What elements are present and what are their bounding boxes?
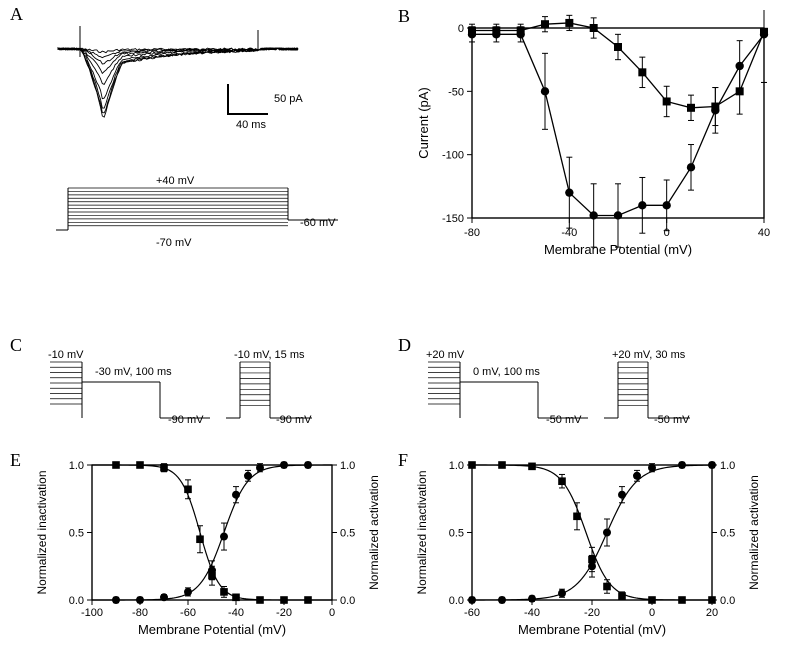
svg-text:50 pA: 50 pA — [274, 93, 303, 105]
svg-text:-20: -20 — [276, 607, 292, 619]
svg-text:Normalized inactivation: Normalized inactivation — [35, 470, 49, 594]
panel-b: -80-40040-150-100-500Membrane Potential … — [410, 10, 780, 260]
svg-text:0.0: 0.0 — [340, 595, 355, 607]
panel-e-svg: -100 -80 -60 -40 -20 0 0.0 0.0 0.5 0.5 1.0 1.0 Membr… — [30, 455, 390, 640]
svg-text:-60: -60 — [180, 607, 196, 619]
svg-text:0: 0 — [458, 23, 464, 35]
panel-b-svg: -80-40040-150-100-500Membrane Potential … — [410, 10, 780, 260]
svg-text:1.0: 1.0 — [720, 460, 735, 472]
panel-a-svg: 50 pA 40 ms +40 mV -60 mV -70 mV — [48, 14, 348, 254]
svg-text:-80: -80 — [464, 227, 480, 239]
svg-text:-90 mV: -90 mV — [276, 414, 312, 426]
svg-text:Membrane Potential (mV): Membrane Potential (mV) — [138, 622, 286, 637]
panel-f-svg: -60-40-200200.00.00.50.51.01.0Membrane P… — [410, 455, 770, 640]
svg-text:Current (pA): Current (pA) — [416, 87, 431, 159]
panel-c-svg: -10 mV -30 mV, 100 ms -90 mV -10 mV, 15 ms -… — [42, 340, 372, 445]
svg-text:0: 0 — [329, 607, 335, 619]
svg-text:40 ms: 40 ms — [236, 119, 266, 131]
svg-text:0.5: 0.5 — [340, 528, 355, 540]
svg-text:-40: -40 — [561, 227, 577, 239]
panel-c: -10 mV -30 mV, 100 ms -90 mV -10 mV, 15 ms -… — [42, 340, 372, 445]
svg-text:0.0: 0.0 — [720, 595, 735, 607]
panel-a: 50 pA 40 ms +40 mV -60 mV -70 mV — [48, 14, 348, 254]
panel-f: -60-40-200200.00.00.50.51.01.0Membrane P… — [410, 455, 770, 640]
svg-text:-100: -100 — [442, 150, 464, 162]
panel-e: -100 -80 -60 -40 -20 0 0.0 0.0 0.5 0.5 1.0 1.0 Membr… — [30, 455, 390, 640]
panel-label-a: A — [10, 4, 23, 25]
svg-text:0.5: 0.5 — [720, 528, 735, 540]
svg-text:-50 mV: -50 mV — [654, 414, 690, 426]
svg-text:-150: -150 — [442, 213, 464, 225]
svg-text:1.0: 1.0 — [340, 460, 355, 472]
svg-text:-60: -60 — [464, 607, 480, 619]
svg-text:-20: -20 — [584, 607, 600, 619]
svg-text:-60 mV: -60 mV — [300, 217, 336, 229]
svg-text:-50: -50 — [448, 86, 464, 98]
svg-text:1.0: 1.0 — [449, 460, 464, 472]
panel-label-f: F — [398, 450, 408, 471]
svg-text:0.5: 0.5 — [69, 528, 84, 540]
svg-text:-70 mV: -70 mV — [156, 237, 192, 249]
svg-text:Normalized activation: Normalized activation — [367, 475, 381, 590]
svg-text:0 mV, 100 ms: 0 mV, 100 ms — [473, 366, 540, 378]
svg-text:20: 20 — [706, 607, 718, 619]
figure-root: A B C D E F 50 pA 40 ms +40 mV -60 mV -70 mV… — [0, 0, 800, 648]
svg-text:0.0: 0.0 — [69, 595, 84, 607]
svg-text:-50 mV: -50 mV — [546, 414, 582, 426]
panel-label-b: B — [398, 6, 410, 27]
panel-label-c: C — [10, 335, 22, 356]
svg-text:1.0: 1.0 — [69, 460, 84, 472]
svg-text:-100: -100 — [81, 607, 103, 619]
svg-text:-10 mV, 15 ms: -10 mV, 15 ms — [234, 349, 305, 361]
svg-text:-10 mV: -10 mV — [48, 349, 84, 361]
svg-text:+20 mV, 30 ms: +20 mV, 30 ms — [612, 349, 686, 361]
svg-text:Normalized activation: Normalized activation — [747, 475, 761, 590]
svg-text:40: 40 — [758, 227, 770, 239]
svg-text:Membrane Potential (mV): Membrane Potential (mV) — [518, 622, 666, 637]
svg-text:0.0: 0.0 — [449, 595, 464, 607]
svg-text:-80: -80 — [132, 607, 148, 619]
svg-text:Normalized inactivation: Normalized inactivation — [415, 470, 429, 594]
svg-text:+20 mV: +20 mV — [426, 349, 465, 361]
panel-label-d: D — [398, 335, 411, 356]
panel-label-e: E — [10, 450, 21, 471]
svg-text:+40 mV: +40 mV — [156, 175, 195, 187]
svg-text:0.5: 0.5 — [449, 528, 464, 540]
panel-d-svg: +20 mV 0 mV, 100 ms -50 mV +20 mV, 30 ms -50… — [420, 340, 770, 445]
svg-text:-40: -40 — [228, 607, 244, 619]
svg-text:-30 mV, 100 ms: -30 mV, 100 ms — [95, 366, 172, 378]
panel-d: +20 mV 0 mV, 100 ms -50 mV +20 mV, 30 ms -50… — [420, 340, 770, 445]
svg-text:-40: -40 — [524, 607, 540, 619]
svg-text:0: 0 — [649, 607, 655, 619]
svg-text:-90 mV: -90 mV — [168, 414, 204, 426]
